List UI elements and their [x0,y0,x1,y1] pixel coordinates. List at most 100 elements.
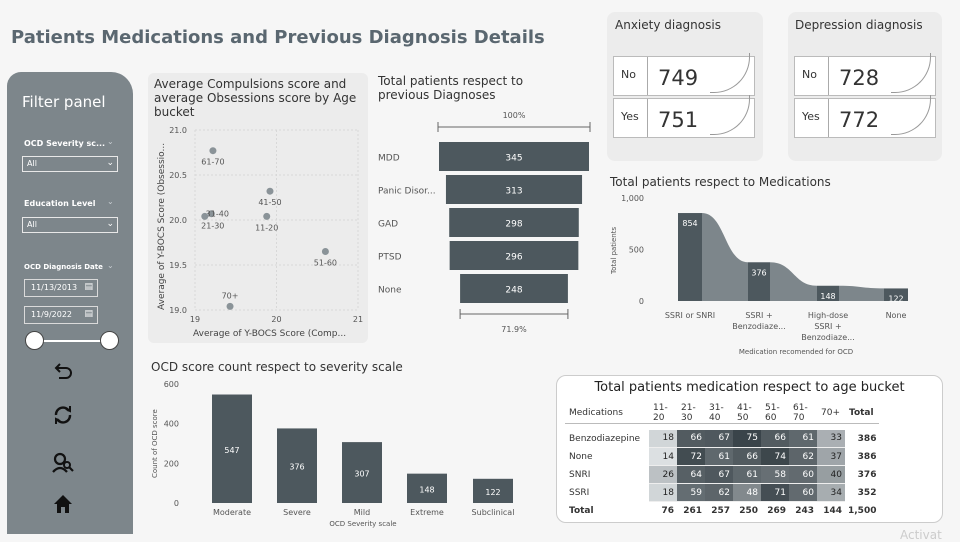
date-range-slider-track[interactable] [35,340,109,342]
funnel-value-label: 248 [505,286,522,296]
chevron-down-icon[interactable]: ⌄ [107,137,114,146]
undo-icon[interactable] [51,360,75,384]
matrix-cell: 61 [705,447,733,466]
matrix-column-header[interactable]: Medications [565,403,649,424]
calendar-icon[interactable]: ▤ [84,282,93,292]
matrix-cell: 66 [761,429,789,448]
matrix-column-header[interactable]: 11-20 [649,403,677,424]
matrix-total-row: Total 76 261 257 250 269 243 144 1,500 [565,502,879,520]
depression-yes-value: 772 [839,108,880,132]
depression-no-value: 728 [839,66,880,90]
refresh-icon[interactable] [51,403,75,427]
chevron-down-icon: ⌄ [106,158,114,168]
funnel-chart[interactable]: 100% 345 MDD 313 Panic Disor... 298 GAD 296 PTSD… [374,105,604,345]
search-people-icon[interactable] [51,451,75,475]
matrix-title: Total patients medication respect to age… [594,380,905,395]
scatter-point-label: 11-20 [255,223,278,232]
table-row[interactable]: None 14 72 61 66 74 62 37 386 [565,447,879,466]
severity-value-label: 148 [419,485,434,494]
y-tick-label: 600 [164,380,179,389]
severity-filter-label: OCD Severity sc... [24,139,106,148]
matrix-column-header[interactable]: 31-40 [705,403,733,424]
funnel-category-label: Panic Disor... [378,187,436,197]
severity-bar [212,394,252,503]
matrix-column-header[interactable]: 61-70 [789,403,817,424]
scatter-point [201,212,209,220]
filter-panel: Filter panel OCD Severity sc... ⌄ All ⌄ … [7,72,133,534]
slider-end-handle[interactable] [100,331,119,350]
matrix-column-header[interactable]: 51-60 [761,403,789,424]
scatter-point-label: 70+ [222,291,239,300]
matrix-cell: 62 [705,483,733,502]
funnel-category-label: GAD [378,220,398,230]
chevron-down-icon[interactable]: ⌄ [107,197,114,206]
medication-value-label: 376 [751,268,766,277]
funnel-bar [445,175,583,204]
chevron-down-icon[interactable]: ⌄ [107,261,114,270]
table-row[interactable]: Benzodiazepine 18 66 67 75 66 61 33 386 [565,429,879,448]
matrix-column-header[interactable]: Total [845,403,880,424]
end-date-input[interactable]: 11/9/2022 ▤ [24,306,98,324]
severity-category-label: Extreme [410,508,444,517]
scatter-point-label: 31-40 [206,210,229,219]
matrix-cell: 58 [761,465,789,484]
matrix-column-header[interactable]: 70+ [817,403,845,424]
x-axis-label: Medication recomended for OCD [739,348,853,356]
matrix-row-label: Benzodiazepine [569,433,641,444]
matrix-row-total: 386 [857,451,877,462]
severity-select[interactable]: All ⌄ [22,156,118,172]
y-tick-label: 200 [164,459,179,468]
y-tick-label: 20.0 [169,216,187,225]
start-date-input[interactable]: 11/13/2013 ▤ [24,279,98,297]
funnel-top-label: 100% [503,111,526,120]
matrix-cell: 18 [649,483,677,502]
table-row[interactable]: SSRI 18 59 62 48 71 60 34 352 [565,483,879,502]
home-icon[interactable] [51,492,75,516]
slider-start-handle[interactable] [25,331,44,350]
matrix-column-header[interactable]: 21-30 [677,403,705,424]
chevron-down-icon: ⌄ [106,219,114,229]
depression-no-label: No [802,68,817,81]
matrix-column-header[interactable]: 41-50 [733,403,761,424]
severity-bar [473,478,513,503]
matrix-cell: 62 [789,447,817,466]
funnel-category-label: MDD [378,154,400,164]
severity-chart[interactable]: 0 200 400 600 Count of OCD score 547 Moderate 3… [148,374,528,534]
scatter-point-label: 51-60 [314,259,337,268]
severity-category-label: Severe [283,508,311,517]
education-filter-label: Education Level [24,199,96,208]
severity-value-label: 122 [485,488,500,497]
matrix-cell: 34 [817,483,845,502]
y-tick-label: 500 [629,246,644,255]
calendar-icon[interactable]: ▤ [84,309,93,319]
matrix-row-total: 386 [857,433,877,444]
matrix-cell: 61 [733,465,761,484]
y-tick-label: 20.5 [169,171,187,180]
depression-yes-row: Yes 772 [794,95,936,138]
funnel-bar [460,274,568,303]
medication-ribbon [702,213,748,301]
scatter-chart[interactable]: 19.0 19.5 20.0 20.5 21.0 19 20 21 61-70 41-50 31-4… [148,120,368,345]
severity-value-label: 307 [354,470,369,479]
medication-age-matrix: Total patients medication respect to age… [556,375,943,523]
matrix-cell: 60 [789,483,817,502]
y-tick-label: 19.0 [169,306,187,315]
page-title: Patients Medications and Previous Diagno… [11,27,545,48]
severity-value-label: 547 [224,446,239,455]
table-row[interactable]: SNRI 26 64 67 61 58 60 40 376 [565,465,879,484]
severity-title: OCD score count respect to severity scal… [151,360,403,374]
anxiety-yes-row: Yes 751 [613,95,755,138]
scatter-point [207,210,215,218]
education-select[interactable]: All ⌄ [22,217,118,233]
matrix-cell: 26 [649,465,677,484]
x-tick-label: 20 [271,315,281,324]
matrix-row-label: SSRI [569,487,590,498]
matrix-total-label: Total [569,505,594,516]
matrix-column-total: 243 [795,505,814,516]
x-axis-label: OCD Severity scale [329,520,396,528]
matrix-column-total: 269 [767,505,786,516]
medication-bar [678,213,702,301]
medication-value-label: 148 [820,292,835,301]
medication-chart[interactable]: 0 500 1,000 Total patients 854 376 148 122 SSRI … [604,190,944,360]
filter-panel-title: Filter panel [22,93,106,111]
